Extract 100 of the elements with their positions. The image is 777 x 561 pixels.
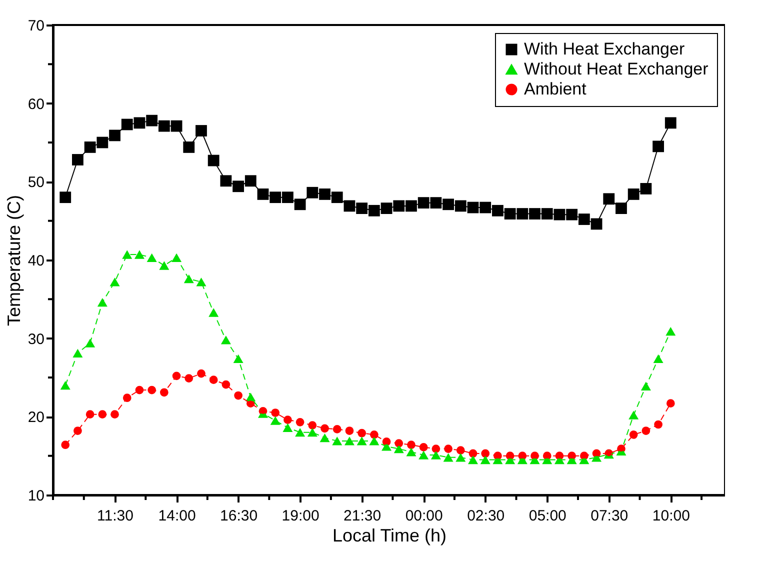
point [184,274,194,284]
legend-label: With Heat Exchanger [524,40,685,58]
x-tick-label: 16:30 [220,508,258,524]
point [640,183,652,194]
point [72,348,83,358]
point [628,410,639,420]
point [504,208,516,220]
point [184,374,194,382]
point [616,202,627,214]
x-tick-label: 19:00 [282,508,320,524]
point [590,218,602,230]
point [158,120,170,132]
y-tick-label: 10 [28,488,44,504]
point [468,455,478,464]
point [382,438,391,446]
point [84,142,96,153]
point [356,202,368,214]
point [480,202,492,214]
point [393,200,405,212]
point [98,410,107,418]
point [60,192,72,204]
point [208,308,219,317]
y-tick-label: 30 [28,330,44,348]
point [232,180,244,192]
point [406,200,417,212]
point [233,354,244,364]
x-tick-label: 00:00 [405,508,443,524]
point [284,416,292,424]
point [454,200,466,212]
point [407,440,416,450]
point [432,444,440,453]
point [306,186,318,198]
point [134,117,146,129]
point [220,175,232,187]
point [159,261,170,270]
point [368,204,380,216]
point [96,136,108,148]
point [197,369,206,378]
point [628,188,640,200]
point [282,192,294,204]
point [244,175,256,187]
y-tick-label: 20 [28,409,44,426]
point [442,198,454,210]
x-tick-label: 10:00 [652,508,690,524]
point [332,425,342,434]
point [653,354,664,364]
point [246,392,256,402]
point [344,436,354,446]
point [122,394,132,402]
x-tick-label: 14:00 [158,508,196,524]
point [468,449,478,458]
point [654,420,662,429]
point [220,336,231,344]
point [456,446,465,455]
point [430,197,442,209]
point [443,453,454,462]
point [344,200,356,212]
point [516,208,528,220]
point [480,455,490,464]
point [394,439,404,448]
point [370,430,378,439]
point [257,188,269,200]
x-tick-label: 11:30 [97,508,134,524]
point [320,433,330,442]
point [60,381,70,390]
point [592,449,601,458]
point [295,428,306,437]
point [148,386,156,394]
point [418,197,430,209]
point [467,202,479,214]
point [121,118,133,130]
point [358,428,366,438]
point [122,250,132,259]
point [222,380,230,389]
x-tick-label: 07:30 [590,508,628,524]
point [172,253,182,262]
point [541,208,553,220]
x-tick-label: 02:30 [467,508,505,524]
point [208,154,220,166]
point [110,278,120,286]
point [444,444,452,453]
point [566,208,578,220]
point [418,450,429,460]
y-tick-label: 60 [28,96,44,113]
point [109,130,120,142]
point [146,114,158,126]
point [134,250,144,259]
point [419,443,428,452]
point [603,193,615,205]
point [666,399,675,408]
point [86,410,94,418]
point [345,426,354,435]
legend-label: Ambient [524,80,587,98]
x-axis-title: Local Time (h) [332,526,447,546]
point [319,188,330,200]
point [85,338,96,348]
point [234,391,242,400]
point [332,436,342,446]
point [529,208,540,220]
point [456,453,466,462]
